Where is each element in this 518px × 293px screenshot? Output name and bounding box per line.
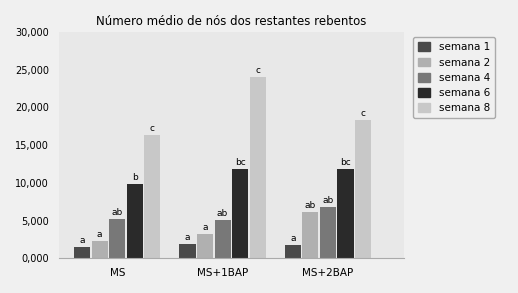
Bar <box>320 207 336 258</box>
Bar <box>232 169 248 258</box>
Text: a: a <box>185 233 190 242</box>
Text: c: c <box>150 124 155 133</box>
Text: a: a <box>203 223 208 232</box>
Text: bc: bc <box>340 158 351 167</box>
Bar <box>250 77 266 258</box>
Text: c: c <box>361 109 366 118</box>
Bar <box>74 247 90 258</box>
Bar <box>285 246 301 258</box>
Bar <box>337 169 354 258</box>
Legend: semana 1, semana 2, semana 4, semana 6, semana 8: semana 1, semana 2, semana 4, semana 6, … <box>413 37 495 118</box>
Text: a: a <box>97 230 103 239</box>
Text: ab: ab <box>322 196 334 205</box>
Bar <box>92 241 108 258</box>
Text: c: c <box>255 66 260 75</box>
Bar <box>109 219 125 258</box>
Bar <box>303 212 319 258</box>
Bar <box>145 135 161 258</box>
Text: bc: bc <box>235 158 246 167</box>
Text: ab: ab <box>305 201 316 210</box>
Bar <box>127 184 143 258</box>
Bar <box>214 220 231 258</box>
Text: a: a <box>290 234 296 243</box>
Title: Número médio de nós dos restantes rebentos: Número médio de nós dos restantes rebent… <box>96 15 367 28</box>
Text: a: a <box>79 236 85 245</box>
Text: ab: ab <box>217 209 228 218</box>
Text: ab: ab <box>111 208 123 217</box>
Bar <box>197 234 213 258</box>
Text: b: b <box>132 173 138 182</box>
Bar <box>179 244 195 258</box>
Bar <box>355 120 371 258</box>
